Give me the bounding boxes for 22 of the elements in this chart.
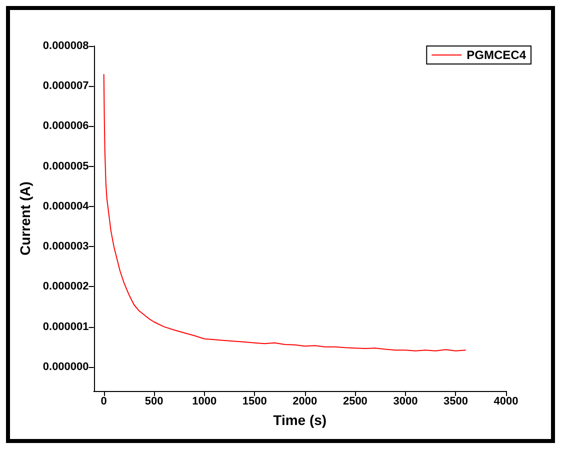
y-tick-label: 0.000008 — [42, 40, 89, 52]
x-tick-label: 0 — [100, 396, 107, 408]
x-tick-label: 1000 — [192, 396, 217, 408]
x-tick-label: 2500 — [342, 396, 368, 408]
y-tick-label: 0.000005 — [42, 160, 89, 172]
y-tick-label: 0.000004 — [42, 200, 90, 212]
x-tick-label: 3000 — [393, 396, 418, 408]
y-tick-label: 0.000000 — [42, 360, 89, 373]
x-tick-label: 4000 — [494, 396, 518, 408]
y-tick-label: 0.000002 — [42, 280, 89, 293]
legend-label: PGMCEC4 — [466, 48, 526, 62]
x-tick-label: 1500 — [242, 396, 267, 408]
line-series — [103, 74, 466, 352]
y-tick-label: 0.000007 — [42, 80, 89, 92]
x-axis-title: Time (s) — [273, 412, 327, 428]
y-tick-label: 0.000003 — [42, 240, 89, 253]
x-tick-label: 2000 — [292, 396, 318, 408]
y-axis-title: Current (A) — [17, 182, 33, 256]
x-tick-label: 3500 — [443, 396, 468, 408]
x-tick-label: 500 — [144, 396, 164, 408]
y-tick-label: 0.000001 — [42, 320, 89, 333]
y-tick-label: 0.000006 — [42, 120, 89, 132]
